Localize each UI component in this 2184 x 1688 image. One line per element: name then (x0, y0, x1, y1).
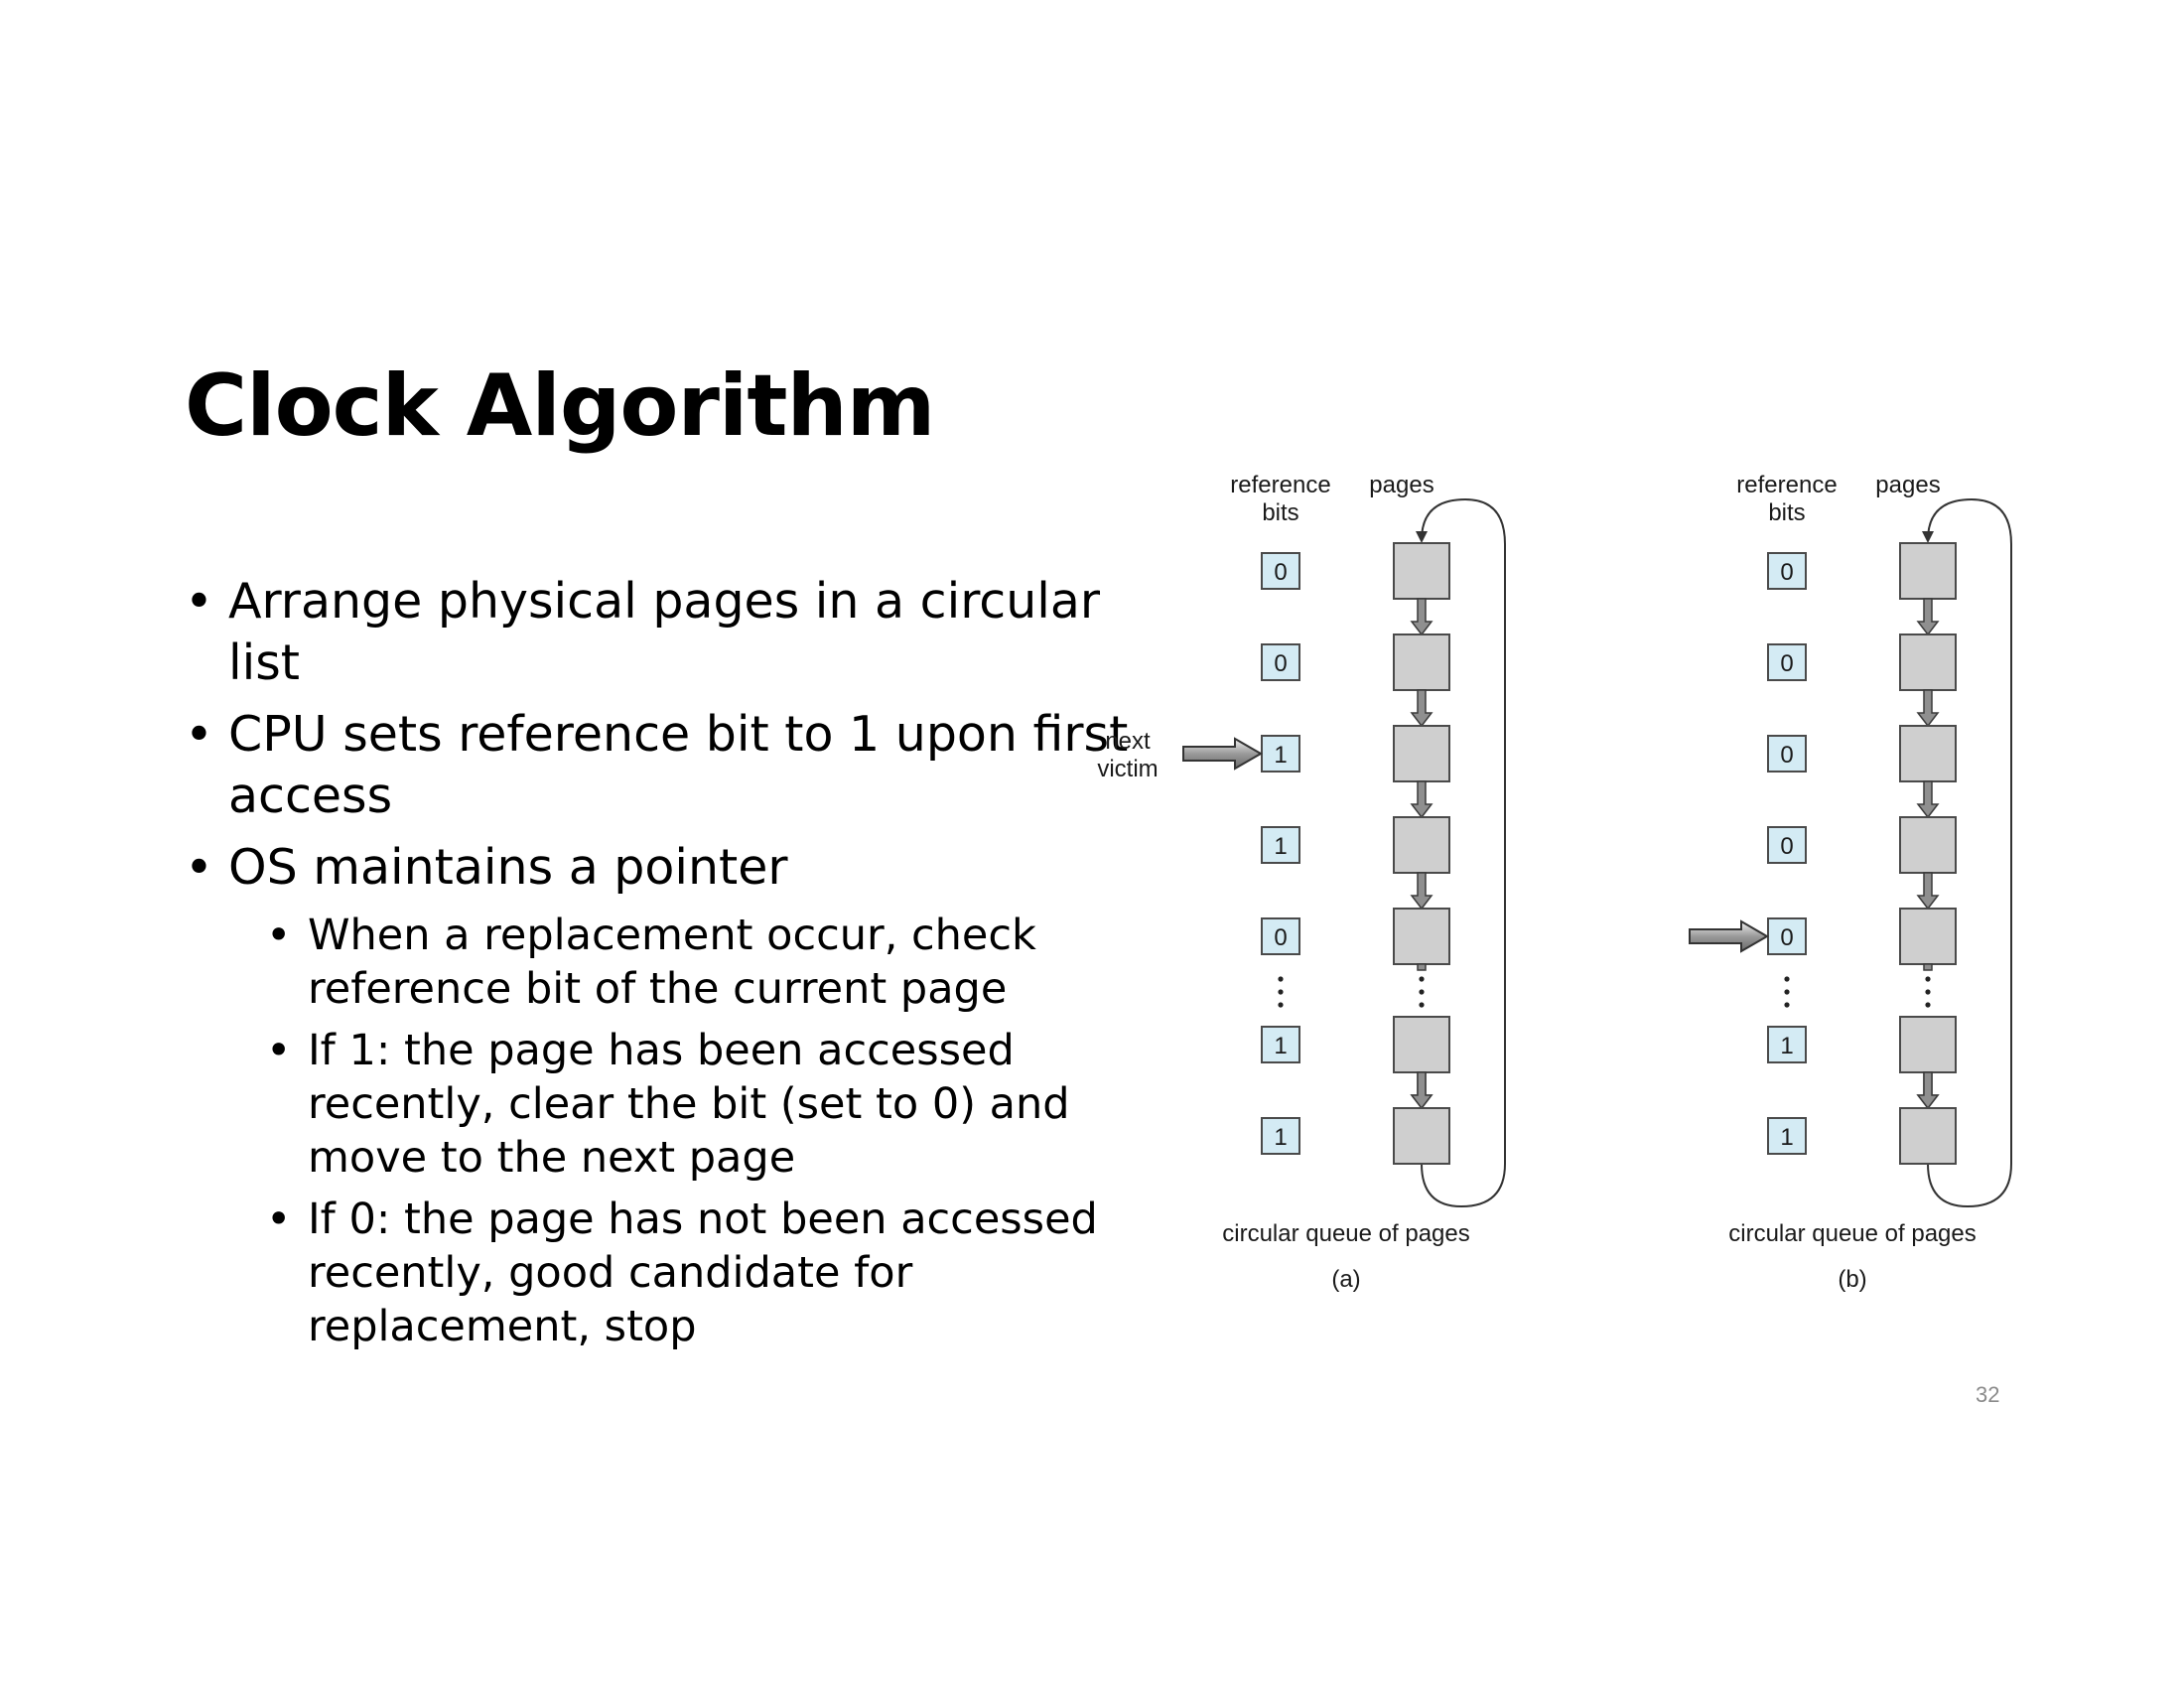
ellipsis-dot (1784, 989, 1790, 995)
reference-bit-box (1767, 643, 1807, 681)
ref-bits-header: reference (1736, 472, 1837, 498)
bullet-item: Arrange physical pages in a circular lis… (185, 571, 1138, 694)
reference-bit-box (1261, 826, 1300, 864)
ellipsis-dot (1278, 1002, 1284, 1008)
next-page-arrow (1916, 780, 1940, 819)
reference-bit-box (1767, 1117, 1807, 1155)
pages-header: pages (1875, 472, 1940, 498)
reference-bit-value: 0 (1780, 833, 1793, 860)
page-box (1393, 542, 1450, 600)
reference-bit-value: 0 (1274, 650, 1287, 677)
reference-bit-value: 1 (1780, 1124, 1793, 1151)
circular-loop-line (1922, 497, 2012, 1208)
reference-bit-box (1767, 735, 1807, 773)
next-page-arrow (1916, 872, 1940, 911)
reference-bit-box (1261, 1026, 1300, 1063)
queue-label: circular queue of pages (1222, 1220, 1470, 1247)
reference-bit-box (1767, 826, 1807, 864)
reference-bit-value: 1 (1274, 1124, 1287, 1151)
ellipsis-dot (1925, 989, 1931, 995)
reference-bit-value: 0 (1274, 924, 1287, 951)
reference-bit-box (1261, 917, 1300, 955)
reference-bit-box (1767, 917, 1807, 955)
page-number: 32 (1976, 1382, 2000, 1407)
reference-bit-box (1261, 735, 1300, 773)
sub-bullet-item: When a replacement occur, check referenc… (185, 909, 1138, 1016)
page-box (1393, 908, 1450, 965)
page-box (1899, 633, 1957, 691)
ellipsis-dot (1419, 976, 1425, 982)
reference-bit-value: 1 (1780, 1033, 1793, 1059)
reference-bit-value: 1 (1274, 742, 1287, 769)
page-box (1393, 1016, 1450, 1073)
reference-bit-value: 0 (1274, 559, 1287, 586)
panel-caption: (b) (1838, 1266, 1866, 1293)
reference-bit-box (1261, 643, 1300, 681)
sub-bullet-item: If 1: the page has been accessed recentl… (185, 1024, 1138, 1185)
bullet-list: Arrange physical pages in a circular lis… (185, 571, 1138, 1361)
reference-bit-value: 1 (1274, 1033, 1287, 1059)
next-page-arrow (1916, 598, 1940, 636)
next-page-arrow (1923, 963, 1933, 971)
reference-bit-value: 0 (1780, 924, 1793, 951)
reference-bit-box (1261, 552, 1300, 590)
next-page-arrow (1410, 1071, 1433, 1110)
ellipsis-dot (1278, 989, 1284, 995)
victim-pointer-arrow (1182, 737, 1264, 771)
page-box (1899, 1107, 1957, 1165)
queue-label: circular queue of pages (1728, 1220, 1977, 1247)
bullet-item: CPU sets reference bit to 1 upon first a… (185, 704, 1138, 827)
circular-loop-line (1416, 497, 1506, 1208)
ellipsis-dot (1784, 1002, 1790, 1008)
reference-bit-box (1767, 552, 1807, 590)
sub-bullet-item: If 0: the page has not been accessed rec… (185, 1193, 1138, 1353)
ellipsis-dot (1925, 1002, 1931, 1008)
pages-header: pages (1369, 472, 1433, 498)
page-box (1899, 725, 1957, 782)
page-box (1393, 725, 1450, 782)
reference-bit-box (1261, 1117, 1300, 1155)
ellipsis-dot (1278, 976, 1284, 982)
page-box (1899, 816, 1957, 874)
next-page-arrow (1916, 1071, 1940, 1110)
reference-bit-box (1767, 1026, 1807, 1063)
ellipsis-dot (1925, 976, 1931, 982)
ellipsis-dot (1784, 976, 1790, 982)
reference-bit-value: 0 (1780, 559, 1793, 586)
victim-pointer-arrow (1689, 919, 1770, 953)
next-page-arrow (1410, 780, 1433, 819)
page-box (1393, 816, 1450, 874)
next-page-arrow (1410, 689, 1433, 728)
page-box (1393, 633, 1450, 691)
page-box (1899, 542, 1957, 600)
page-box (1393, 1107, 1450, 1165)
page-box (1899, 1016, 1957, 1073)
ref-bits-header: bits (1768, 499, 1805, 526)
reference-bit-value: 0 (1780, 742, 1793, 769)
slide-title: Clock Algorithm (185, 356, 935, 456)
pointer-label: next (1105, 728, 1151, 755)
ref-bits-header: bits (1262, 499, 1298, 526)
ellipsis-dot (1419, 989, 1425, 995)
next-page-arrow (1410, 598, 1433, 636)
page-box (1899, 908, 1957, 965)
panel-caption: (a) (1331, 1266, 1360, 1293)
next-page-arrow (1410, 872, 1433, 911)
reference-bit-value: 1 (1274, 833, 1287, 860)
pointer-label: victim (1097, 756, 1158, 782)
reference-bit-value: 0 (1780, 650, 1793, 677)
bullet-item: OS maintains a pointer (185, 837, 1138, 899)
ref-bits-header: reference (1230, 472, 1330, 498)
next-page-arrow (1916, 689, 1940, 728)
next-page-arrow (1417, 963, 1427, 971)
ellipsis-dot (1419, 1002, 1425, 1008)
